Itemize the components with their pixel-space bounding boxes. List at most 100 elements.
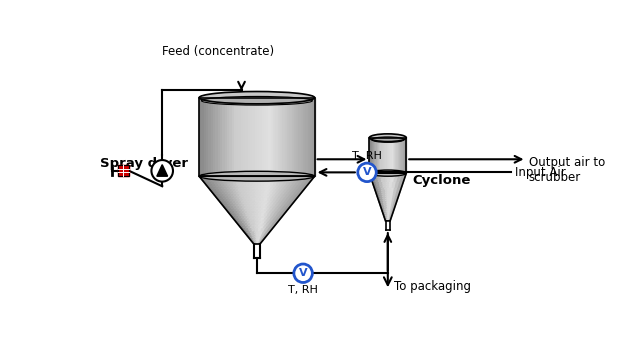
Polygon shape [272, 220, 276, 222]
Polygon shape [290, 202, 294, 203]
Polygon shape [241, 212, 245, 213]
Polygon shape [387, 213, 388, 215]
Polygon shape [269, 193, 273, 195]
Polygon shape [287, 190, 291, 191]
Polygon shape [205, 183, 209, 185]
Polygon shape [202, 180, 207, 181]
Polygon shape [235, 217, 239, 219]
Text: Input Air: Input Air [515, 166, 566, 179]
Polygon shape [254, 202, 257, 203]
Polygon shape [386, 204, 388, 206]
Polygon shape [369, 173, 373, 175]
Polygon shape [309, 178, 313, 180]
Polygon shape [262, 203, 265, 205]
Polygon shape [265, 176, 268, 178]
Polygon shape [254, 235, 257, 237]
Polygon shape [286, 176, 290, 178]
Polygon shape [247, 190, 251, 191]
Polygon shape [240, 188, 244, 190]
Polygon shape [258, 242, 259, 244]
Polygon shape [233, 198, 237, 200]
Polygon shape [295, 191, 299, 193]
Polygon shape [388, 179, 391, 181]
Polygon shape [279, 200, 283, 202]
Polygon shape [269, 190, 272, 191]
Polygon shape [378, 200, 381, 202]
Polygon shape [277, 188, 280, 190]
Polygon shape [233, 203, 237, 205]
Polygon shape [237, 180, 240, 181]
Polygon shape [267, 188, 271, 190]
Polygon shape [227, 198, 230, 200]
Polygon shape [298, 176, 302, 178]
Polygon shape [252, 210, 255, 212]
Polygon shape [252, 195, 255, 196]
Polygon shape [310, 176, 315, 178]
Polygon shape [391, 208, 393, 209]
Bar [241, 98, 243, 176]
Polygon shape [255, 225, 259, 227]
Polygon shape [385, 211, 387, 213]
Polygon shape [391, 179, 394, 181]
Polygon shape [388, 211, 389, 213]
Polygon shape [214, 183, 218, 185]
Polygon shape [260, 187, 263, 188]
Polygon shape [232, 213, 237, 215]
Polygon shape [288, 181, 292, 183]
Polygon shape [230, 195, 234, 196]
Polygon shape [299, 190, 304, 191]
Polygon shape [266, 190, 269, 191]
Polygon shape [245, 202, 248, 203]
Polygon shape [257, 181, 260, 183]
Bar [296, 98, 299, 176]
Bar [118, 165, 129, 176]
Polygon shape [280, 213, 285, 215]
Polygon shape [296, 190, 300, 191]
Polygon shape [242, 210, 246, 212]
Polygon shape [242, 202, 245, 203]
Text: V: V [362, 167, 371, 177]
Polygon shape [259, 203, 262, 205]
Polygon shape [297, 178, 300, 180]
Polygon shape [390, 217, 391, 219]
Polygon shape [383, 200, 386, 202]
Polygon shape [250, 227, 254, 229]
Polygon shape [276, 215, 280, 217]
Polygon shape [259, 241, 261, 242]
Polygon shape [213, 187, 218, 188]
Polygon shape [279, 196, 282, 198]
Polygon shape [220, 198, 225, 200]
Polygon shape [282, 200, 286, 202]
Circle shape [358, 163, 376, 182]
Polygon shape [296, 187, 300, 188]
Polygon shape [228, 208, 233, 210]
Polygon shape [270, 222, 275, 224]
Polygon shape [246, 200, 250, 202]
Polygon shape [225, 208, 230, 210]
Polygon shape [267, 200, 271, 202]
Polygon shape [376, 192, 379, 194]
Polygon shape [272, 224, 277, 225]
Polygon shape [252, 191, 255, 193]
Polygon shape [388, 200, 390, 202]
Bar [303, 98, 305, 176]
Polygon shape [244, 196, 248, 198]
Polygon shape [241, 220, 245, 222]
Polygon shape [255, 241, 257, 242]
Polygon shape [300, 181, 304, 183]
Polygon shape [274, 188, 277, 190]
Polygon shape [247, 193, 251, 195]
Polygon shape [228, 185, 232, 187]
Polygon shape [281, 190, 285, 191]
Polygon shape [237, 176, 240, 178]
Bar [239, 98, 241, 176]
Polygon shape [265, 229, 269, 231]
Polygon shape [208, 180, 212, 181]
Polygon shape [282, 181, 285, 183]
Polygon shape [303, 178, 307, 180]
Polygon shape [228, 181, 232, 183]
Polygon shape [382, 208, 385, 209]
Polygon shape [264, 200, 268, 202]
Polygon shape [255, 242, 256, 244]
Polygon shape [252, 229, 255, 231]
